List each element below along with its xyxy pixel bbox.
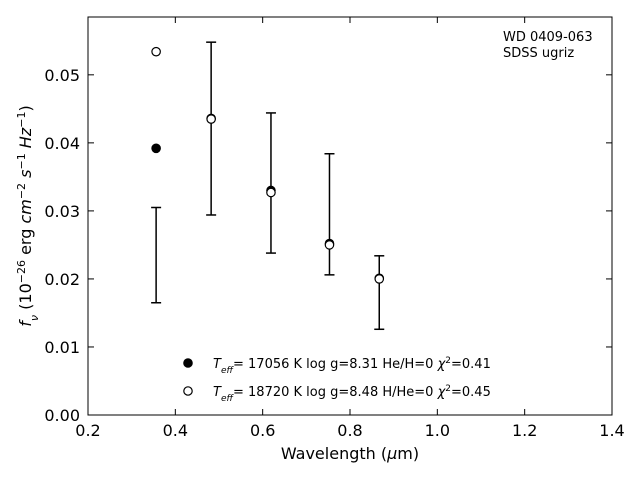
y-tick-label: 0.05 bbox=[44, 66, 80, 85]
legend: Teff= 17056 K log g=8.31 He/H=0 χ2=0.41 T… bbox=[183, 356, 491, 404]
point-open bbox=[206, 114, 216, 124]
axis-ticks: 0.2 0.4 0.6 0.8 1.0 1.2 1.4 0.00 0.01 0.02 0.03 0.0… bbox=[44, 17, 625, 440]
point-open bbox=[324, 240, 335, 250]
y-tick-label: 0.00 bbox=[44, 406, 80, 425]
point-open bbox=[151, 46, 161, 57]
x-tick-label: 1.0 bbox=[425, 421, 450, 440]
y-axis-title: fν (10−26 erg cm−2 s−1 Hz−1) bbox=[15, 105, 41, 326]
data-points bbox=[151, 46, 385, 284]
legend-marker bbox=[183, 358, 193, 368]
x-tick-label: 0.6 bbox=[250, 421, 275, 440]
x-tick-label: 0.8 bbox=[337, 421, 362, 440]
y-tick-label: 0.04 bbox=[44, 134, 80, 153]
plot-area bbox=[87, 16, 613, 416]
y-tick-label: 0.02 bbox=[44, 270, 80, 289]
legend-marker bbox=[183, 386, 193, 396]
legend-label: Teff= 17056 K log g=8.31 He/H=0 χ2=0.41 bbox=[213, 356, 491, 376]
error-bars bbox=[151, 41, 385, 331]
point-filled bbox=[151, 143, 161, 154]
annotation-line-1: WD 0409-063 bbox=[503, 30, 593, 45]
legend-label: Teff= 18720 K log g=8.48 H/He=0 χ2=0.45 bbox=[213, 384, 491, 404]
x-tick-label: 1.4 bbox=[599, 421, 624, 440]
point-open bbox=[374, 274, 385, 284]
x-tick-label: 1.2 bbox=[512, 421, 537, 440]
point-open bbox=[266, 187, 276, 198]
x-tick-label: 0.2 bbox=[75, 421, 100, 440]
x-axis-title: Wavelength (μm) bbox=[281, 444, 419, 463]
plot-frame bbox=[87, 16, 613, 416]
annotation-line-2: SDSS ugriz bbox=[503, 46, 574, 61]
y-tick-label: 0.03 bbox=[44, 202, 80, 221]
y-tick-label: 0.01 bbox=[44, 338, 80, 357]
x-tick-label: 0.4 bbox=[163, 421, 188, 440]
